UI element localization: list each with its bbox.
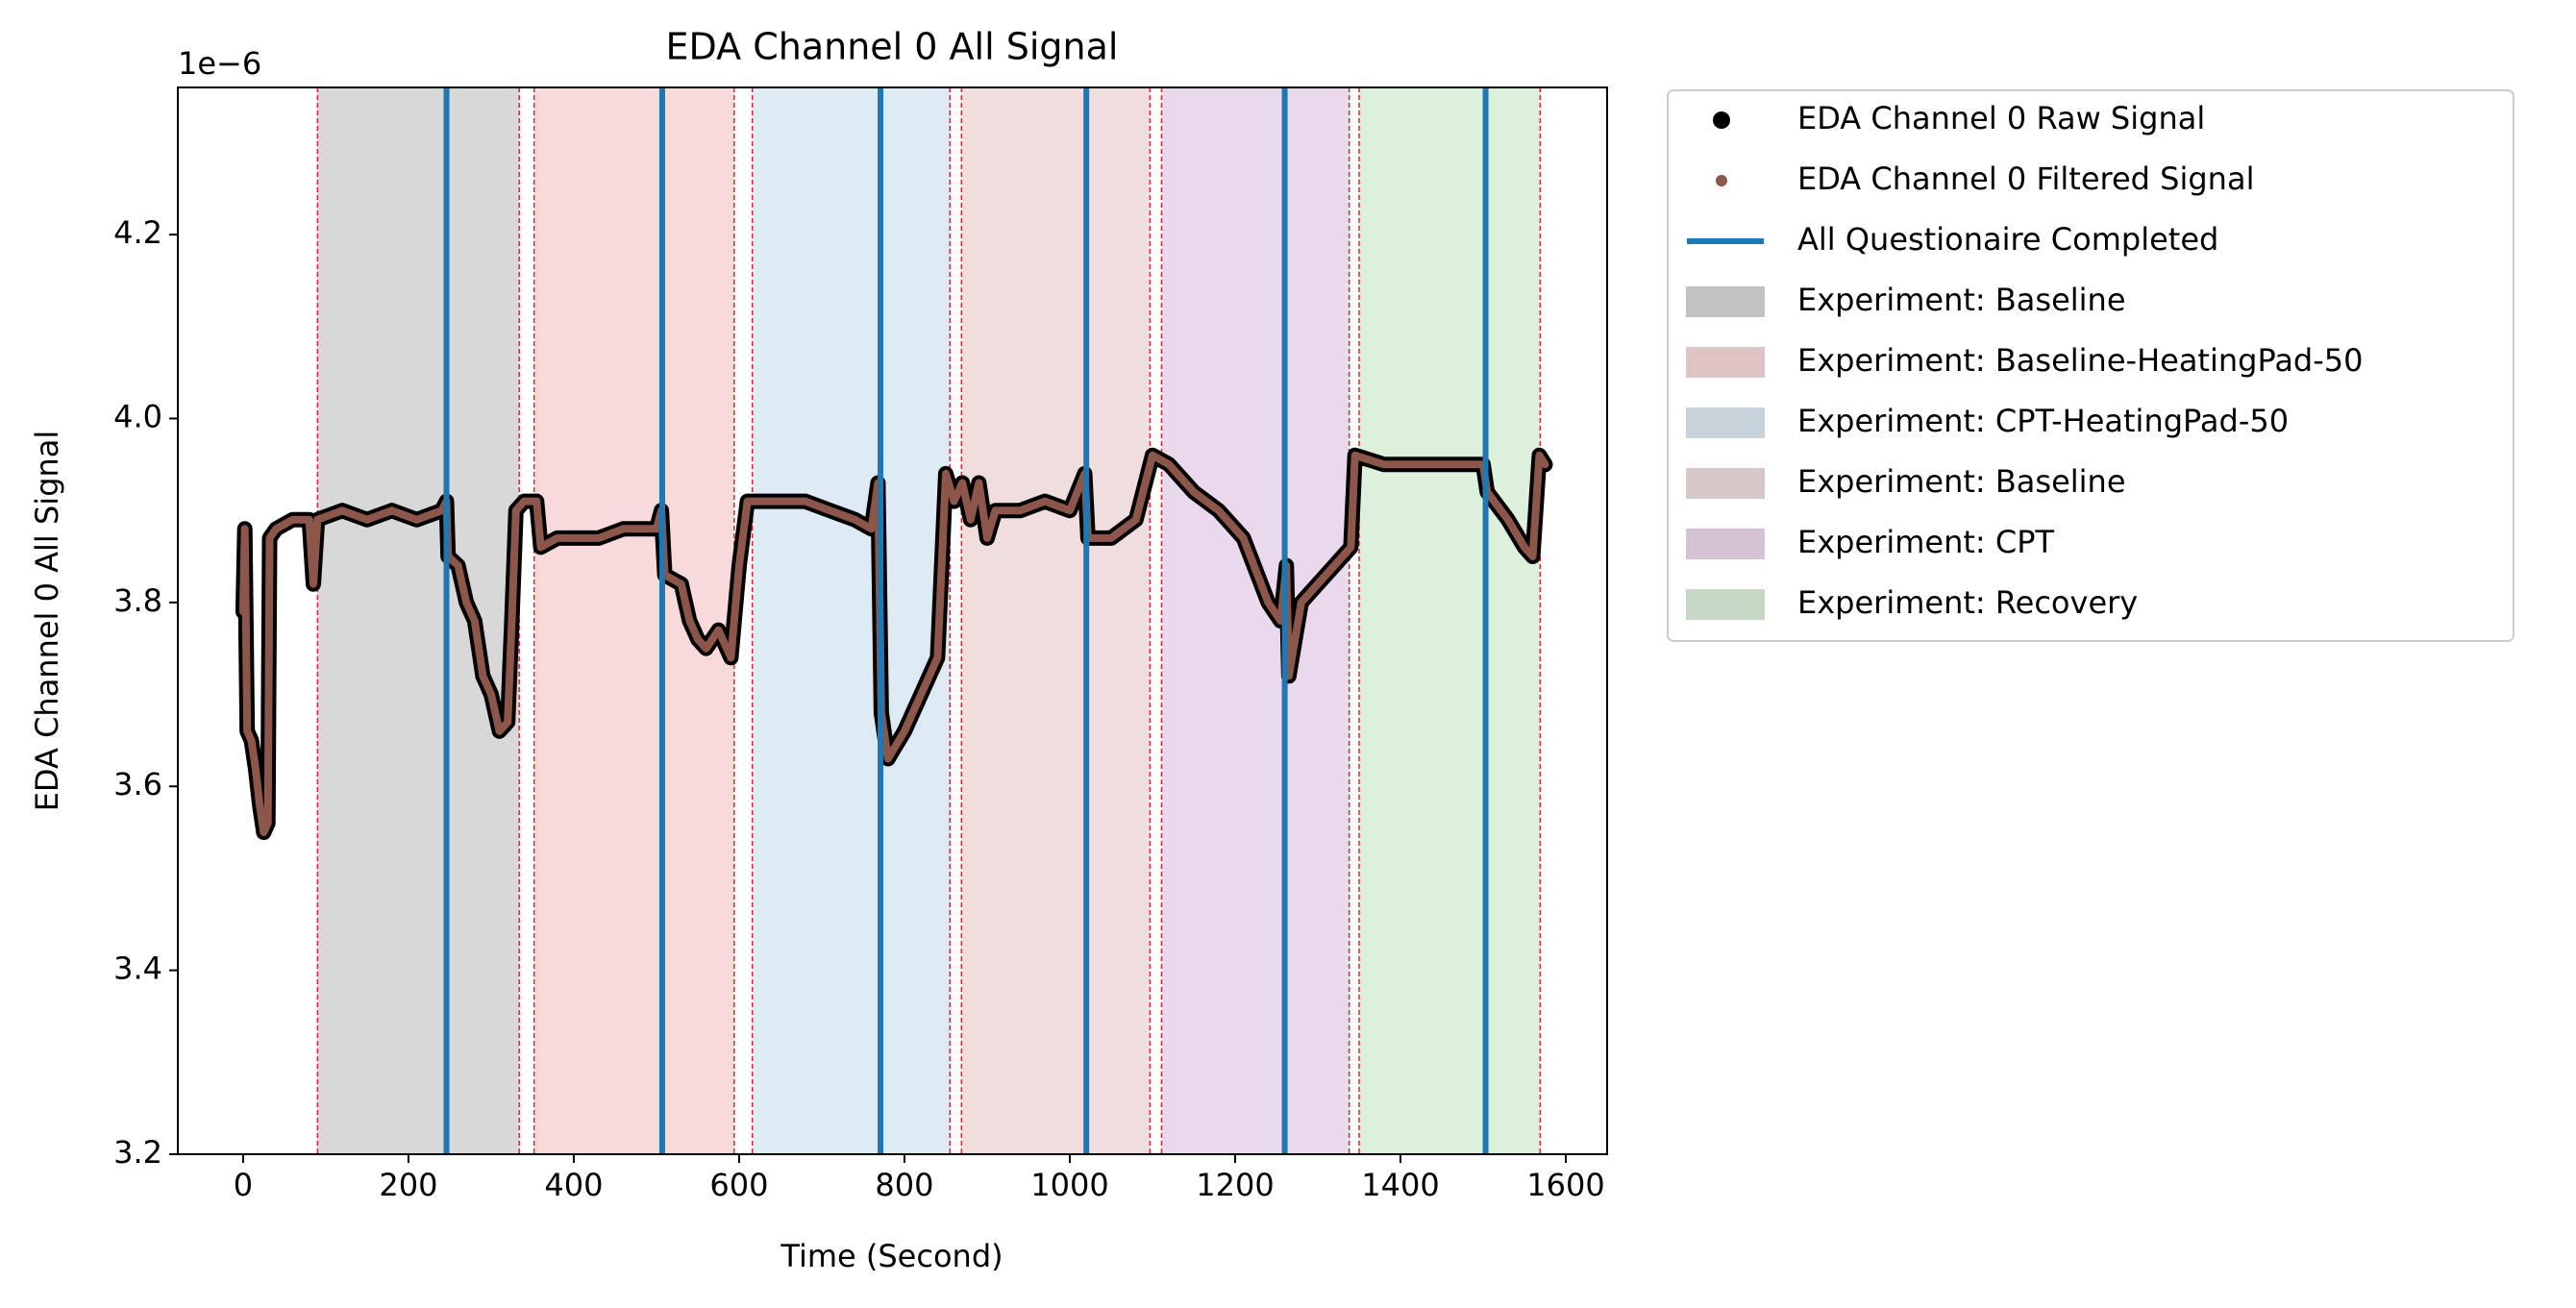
legend-swatch <box>1686 407 1765 438</box>
y-tick-label: 4.0 <box>113 398 162 434</box>
experiment-span <box>1358 87 1541 1154</box>
legend-label: All Questionaire Completed <box>1797 221 2218 258</box>
y-tick-label: 3.2 <box>113 1134 162 1171</box>
y-offset-label: 1e−6 <box>178 45 261 82</box>
x-tick-label: 1400 <box>1361 1167 1439 1203</box>
legend-box <box>1667 89 2514 642</box>
experiment-span <box>317 87 520 1154</box>
x-tick-label: 1200 <box>1196 1167 1274 1203</box>
legend-label: Experiment: CPT-HeatingPad-50 <box>1797 403 2289 439</box>
x-tick-label: 1000 <box>1030 1167 1108 1203</box>
chart-title: EDA Channel 0 All Signal <box>666 26 1119 68</box>
experiment-span <box>752 87 951 1154</box>
x-axis-label: Time (Second) <box>780 1238 1003 1274</box>
x-tick-label: 0 <box>234 1167 253 1203</box>
x-tick-label: 400 <box>544 1167 603 1203</box>
y-tick-label: 3.8 <box>113 582 162 619</box>
legend-label: Experiment: Baseline <box>1797 282 2126 318</box>
x-tick-label: 800 <box>875 1167 933 1203</box>
x-tick-label: 1600 <box>1526 1167 1604 1203</box>
x-tick-label: 600 <box>709 1167 768 1203</box>
experiment-span <box>1161 87 1350 1154</box>
legend-label: Experiment: Baseline-HeatingPad-50 <box>1797 342 2364 379</box>
legend-label: EDA Channel 0 Filtered Signal <box>1797 160 2254 197</box>
legend: EDA Channel 0 Raw Signal EDA Channel 0 Fi… <box>1667 89 2514 642</box>
y-axis-label: EDA Channel 0 All Signal <box>29 431 65 812</box>
plot-area: 0 200 400 600 800 1000 1200 1400 1600 3.2 3.4 3.6 3.… <box>113 86 1608 1203</box>
axes-frame <box>177 86 1608 1155</box>
experiment-span <box>961 87 1151 1154</box>
legend-label: Experiment: CPT <box>1797 524 2054 560</box>
y-tick-label: 3.4 <box>113 950 162 987</box>
experiment-span <box>533 87 734 1154</box>
x-tick-label: 200 <box>379 1167 437 1203</box>
y-tick-label: 4.2 <box>113 214 162 251</box>
legend-marker <box>1716 175 1727 186</box>
legend-label: Experiment: Recovery <box>1797 584 2138 621</box>
legend-swatch <box>1686 529 1765 559</box>
y-tick-label: 3.6 <box>113 766 162 802</box>
legend-swatch <box>1686 286 1765 317</box>
legend-label: Experiment: Baseline <box>1797 463 2126 500</box>
legend-swatch <box>1686 347 1765 378</box>
legend-swatch <box>1686 589 1765 620</box>
legend-label: EDA Channel 0 Raw Signal <box>1797 100 2205 136</box>
legend-marker <box>1713 111 1730 129</box>
legend-swatch <box>1686 468 1765 499</box>
